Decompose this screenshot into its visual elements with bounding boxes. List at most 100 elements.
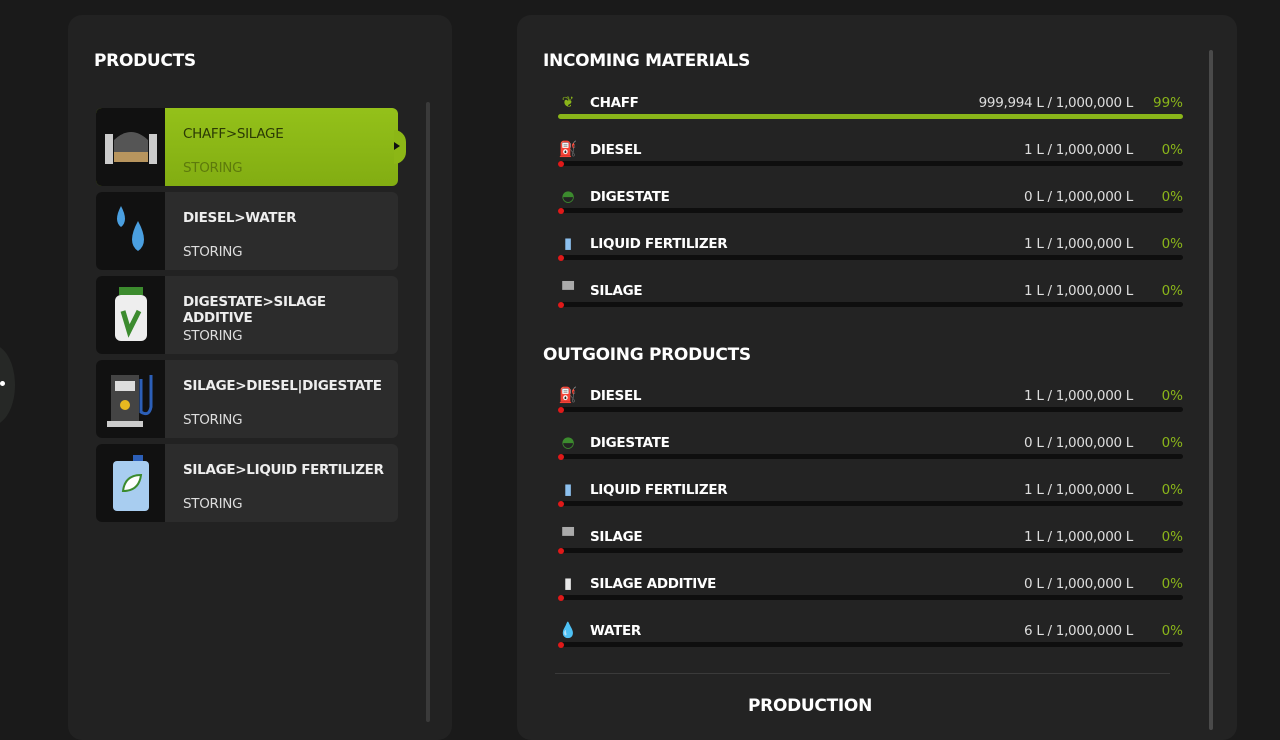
material-amount: 0 L / 1,000,000 L <box>1024 189 1133 205</box>
material-percent: 0% <box>1161 435 1183 451</box>
digestate-icon: ◓ <box>561 433 575 451</box>
material-name: DIGESTATE <box>590 189 670 205</box>
empty-indicator <box>558 301 564 308</box>
fill-level <box>558 114 1183 119</box>
product-status: STORING <box>183 160 243 176</box>
product-item[interactable]: SILAGE>DIESEL|DIGESTATE STORING <box>96 360 398 438</box>
divider <box>555 673 1170 674</box>
details-scrollbar[interactable] <box>1209 50 1213 730</box>
material-name: DIESEL <box>590 142 642 158</box>
incoming-title: INCOMING MATERIALS <box>543 51 751 71</box>
fill-bar <box>558 453 1183 460</box>
product-item[interactable]: SILAGE>LIQUID FERTILIZER STORING <box>96 444 398 522</box>
product-name: SILAGE>LIQUID FERTILIZER <box>183 462 384 478</box>
incoming-row: ⛽ DIESEL 1 L / 1,000,000 L 0% <box>558 140 1183 182</box>
product-name: SILAGE>DIESEL|DIGESTATE <box>183 378 382 394</box>
product-name: DIESEL>WATER <box>183 210 297 226</box>
outgoing-row: ▮ LIQUID FERTILIZER 1 L / 1,000,000 L 0% <box>558 480 1183 522</box>
product-name: CHAFF>SILAGE <box>183 126 284 142</box>
fill-bar <box>558 254 1183 261</box>
material-amount: 1 L / 1,000,000 L <box>1024 142 1133 158</box>
empty-indicator <box>558 207 564 214</box>
empty-indicator <box>558 641 564 648</box>
material-percent: 0% <box>1161 236 1183 252</box>
material-amount: 1 L / 1,000,000 L <box>1024 482 1133 498</box>
material-percent: 0% <box>1161 189 1183 205</box>
empty-indicator <box>558 453 564 460</box>
material-name: DIGESTATE <box>590 435 670 451</box>
silage-additive-icon: ▮ <box>563 574 573 592</box>
material-name: WATER <box>590 623 642 639</box>
material-percent: 0% <box>1161 576 1183 592</box>
material-amount: 0 L / 1,000,000 L <box>1024 435 1133 451</box>
material-amount: 1 L / 1,000,000 L <box>1024 529 1133 545</box>
material-percent: 0% <box>1161 388 1183 404</box>
product-item[interactable]: DIESEL>WATER STORING <box>96 192 398 270</box>
fill-bar <box>558 406 1183 413</box>
products-title: PRODUCTS <box>94 51 196 71</box>
outgoing-title: OUTGOING PRODUCTS <box>543 345 751 365</box>
empty-indicator <box>558 254 564 261</box>
product-name: DIGESTATE>SILAGE ADDITIVE <box>183 294 326 326</box>
outgoing-row: 💧 WATER 6 L / 1,000,000 L 0% <box>558 621 1183 663</box>
material-percent: 0% <box>1161 142 1183 158</box>
material-amount: 6 L / 1,000,000 L <box>1024 623 1133 639</box>
fill-bar <box>558 547 1183 554</box>
material-amount: 1 L / 1,000,000 L <box>1024 388 1133 404</box>
material-amount: 1 L / 1,000,000 L <box>1024 236 1133 252</box>
arrow-right-icon <box>394 142 400 150</box>
selection-notch <box>394 130 406 164</box>
material-amount: 1 L / 1,000,000 L <box>1024 283 1133 299</box>
incoming-row: ▀ SILAGE 1 L / 1,000,000 L 0% <box>558 281 1183 323</box>
liquid-fertilizer-icon: ▮ <box>563 480 573 498</box>
product-status: STORING <box>183 496 243 512</box>
side-nav-handle[interactable] <box>0 345 15 425</box>
fill-bar <box>558 301 1183 308</box>
material-percent: 0% <box>1161 623 1183 639</box>
digestate-icon: ◓ <box>561 187 575 205</box>
silage-bunker-icon <box>96 108 165 186</box>
fuel-pump-icon <box>96 360 165 438</box>
material-percent: 0% <box>1161 283 1183 299</box>
fill-bar <box>558 160 1183 167</box>
material-name: SILAGE <box>590 529 643 545</box>
details-panel <box>517 15 1237 740</box>
products-scrollbar[interactable] <box>426 102 430 722</box>
product-item[interactable]: CHAFF>SILAGE STORING <box>96 108 406 186</box>
fill-bar <box>558 594 1183 601</box>
product-item[interactable]: DIGESTATE>SILAGE ADDITIVE STORING <box>96 276 398 354</box>
empty-indicator <box>558 160 564 167</box>
outgoing-row: ▮ SILAGE ADDITIVE 0 L / 1,000,000 L 0% <box>558 574 1183 616</box>
material-name: SILAGE ADDITIVE <box>590 576 717 592</box>
diesel-icon: ⛽ <box>558 386 578 404</box>
fill-bar <box>558 500 1183 507</box>
diesel-icon: ⛽ <box>558 140 578 158</box>
fill-bar <box>558 641 1183 648</box>
silage-icon: ▀ <box>562 281 574 299</box>
incoming-row: ▮ LIQUID FERTILIZER 1 L / 1,000,000 L 0% <box>558 234 1183 276</box>
silage-additive-icon <box>96 276 165 354</box>
material-name: CHAFF <box>590 95 639 111</box>
water-drops-icon <box>96 192 165 270</box>
incoming-row: ◓ DIGESTATE 0 L / 1,000,000 L 0% <box>558 187 1183 229</box>
empty-indicator <box>558 594 564 601</box>
empty-indicator <box>558 547 564 554</box>
liquid-fertilizer-icon: ▮ <box>563 234 573 252</box>
liquid-fertilizer-icon <box>96 444 165 522</box>
empty-indicator <box>558 406 564 413</box>
material-percent: 0% <box>1161 482 1183 498</box>
material-name: LIQUID FERTILIZER <box>590 236 728 252</box>
outgoing-row: ▀ SILAGE 1 L / 1,000,000 L 0% <box>558 527 1183 569</box>
outgoing-row: ⛽ DIESEL 1 L / 1,000,000 L 0% <box>558 386 1183 428</box>
material-name: SILAGE <box>590 283 643 299</box>
chaff-icon: ❦ <box>561 93 575 111</box>
outgoing-row: ◓ DIGESTATE 0 L / 1,000,000 L 0% <box>558 433 1183 475</box>
empty-indicator <box>558 500 564 507</box>
incoming-row: ❦ CHAFF 999,994 L / 1,000,000 L 99% <box>558 93 1183 135</box>
production-title: PRODUCTION <box>748 696 872 716</box>
material-name: LIQUID FERTILIZER <box>590 482 728 498</box>
product-status: STORING <box>183 328 243 344</box>
material-amount: 999,994 L / 1,000,000 L <box>978 95 1134 111</box>
material-amount: 0 L / 1,000,000 L <box>1024 576 1133 592</box>
water-icon: 💧 <box>558 621 578 639</box>
